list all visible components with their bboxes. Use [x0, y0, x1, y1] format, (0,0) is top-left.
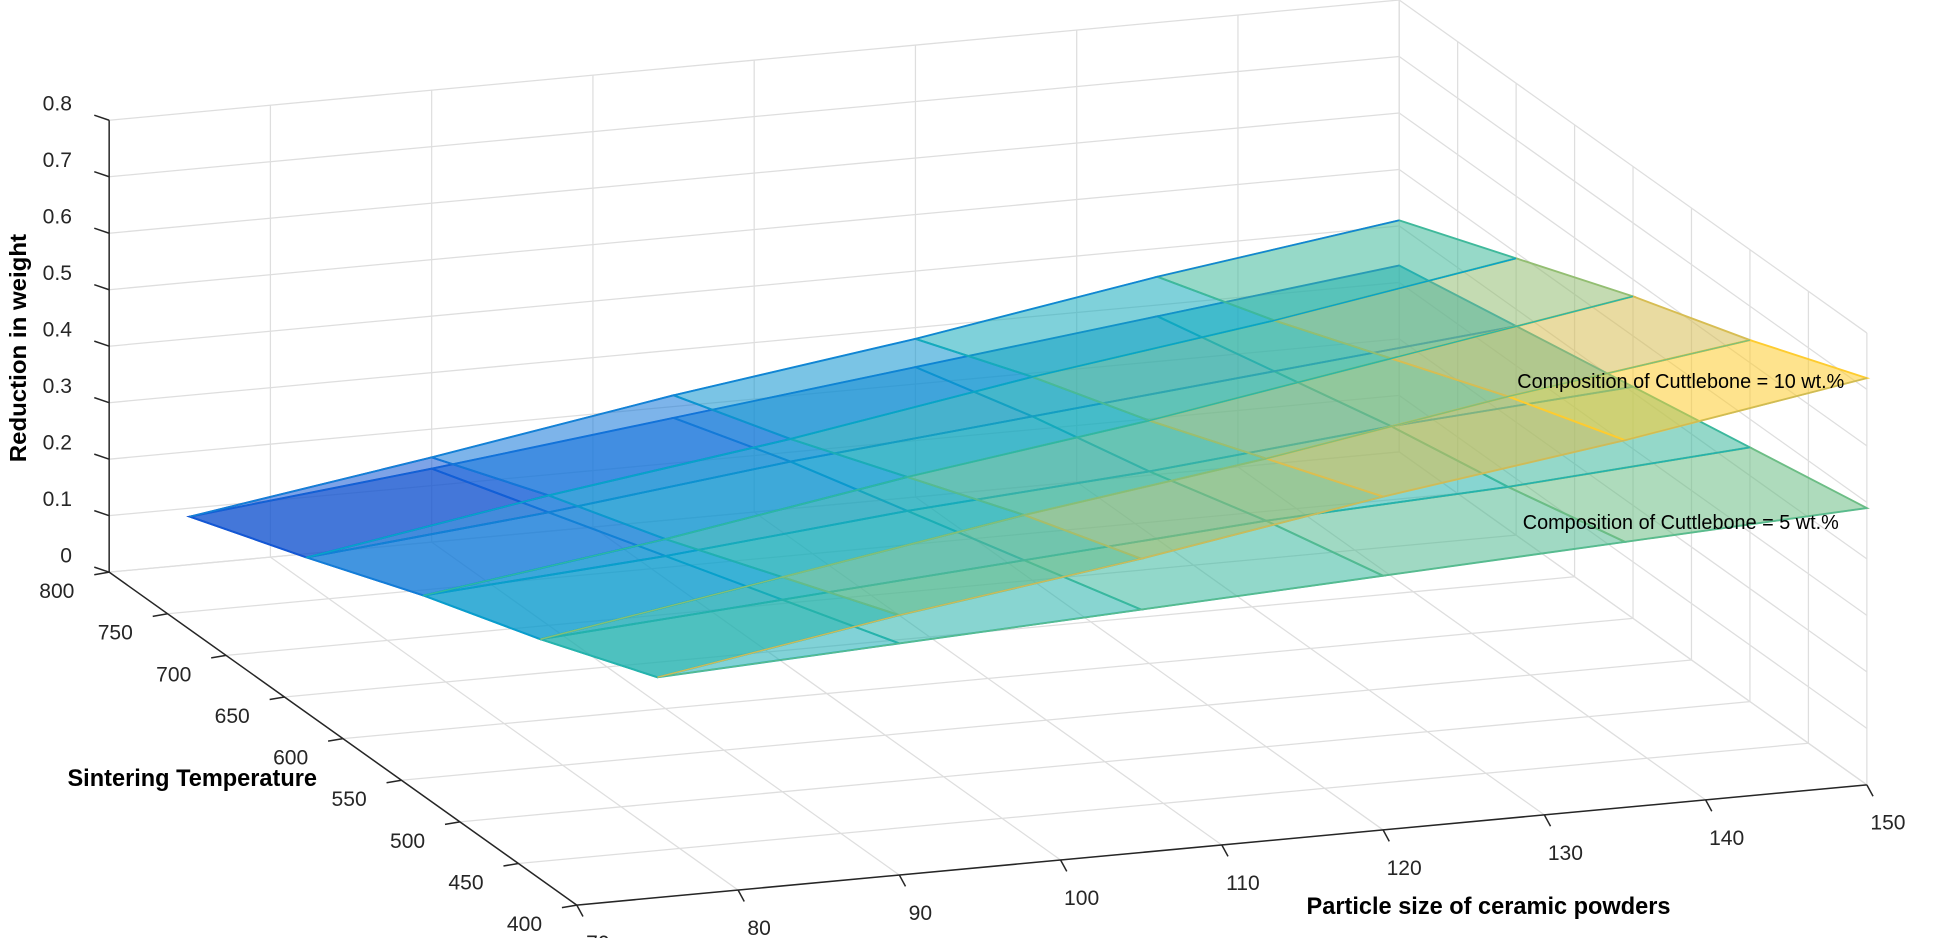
- x-tick-label: 120: [1387, 856, 1422, 880]
- z-tick-label: 0.2: [43, 430, 72, 454]
- mesh-line: [540, 339, 1751, 640]
- z-tick-label: 0.8: [43, 92, 72, 116]
- y-axis-label: Sintering Temperature: [67, 765, 317, 792]
- grid-line: [109, 0, 1400, 121]
- z-tick-label: 0: [60, 543, 72, 567]
- y-tick: [269, 696, 285, 701]
- z-tick-label: 0.6: [43, 205, 72, 229]
- y-tick-label: 400: [507, 912, 542, 936]
- x-tick: [737, 889, 745, 902]
- z-axis-label: Reduction in weight: [5, 234, 32, 462]
- x-tick: [1059, 859, 1068, 872]
- z-tick-label: 0.7: [43, 148, 72, 172]
- y-tick-label: 500: [390, 829, 425, 853]
- mesh-line: [306, 257, 1517, 559]
- z-tick-label: 0.4: [43, 318, 72, 342]
- y-tick-label: 800: [39, 579, 74, 603]
- y-tick-label: 700: [156, 662, 191, 686]
- y-tick: [561, 904, 577, 909]
- z-tick-label: 0.3: [43, 374, 72, 398]
- surface-annotation: Composition of Cuttlebone = 5 wt.%: [1523, 512, 1839, 534]
- y-tick-label: 650: [215, 704, 250, 728]
- x-tick: [1221, 844, 1229, 857]
- z-tick-label: 0.5: [43, 261, 72, 285]
- surface-annotation: Composition of Cuttlebone = 10 wt.%: [1517, 371, 1844, 393]
- grid-line: [109, 112, 1400, 234]
- grid-line: [1398, 0, 1868, 334]
- x-tick: [1543, 814, 1552, 827]
- x-tick-label: 90: [909, 901, 933, 925]
- grid-line: [109, 55, 1400, 178]
- z-tick-label: 0.1: [43, 487, 72, 511]
- y-tick: [211, 654, 227, 659]
- x-axis-label: Particle size of ceramic powders: [1307, 893, 1671, 920]
- grid-line: [1398, 55, 1868, 390]
- grid-line: [109, 168, 1400, 291]
- y-tick-label: 600: [273, 745, 308, 769]
- grid-line: [342, 617, 1634, 740]
- x-tick-label: 80: [747, 916, 771, 938]
- y-tick-label: 750: [98, 621, 133, 645]
- z-tick: [94, 509, 110, 517]
- x-tick-label: 130: [1548, 841, 1583, 865]
- z-tick: [94, 566, 110, 573]
- y-tick: [386, 779, 402, 784]
- z-tick: [94, 114, 110, 121]
- x-tick: [1382, 829, 1390, 842]
- x-tick: [1866, 784, 1874, 797]
- z-tick: [94, 453, 110, 460]
- y-tick: [152, 613, 168, 618]
- x-tick-label: 110: [1226, 871, 1260, 895]
- x-tick-label: 140: [1709, 826, 1744, 850]
- x-axis: [576, 784, 1867, 906]
- grid-line: [401, 659, 1692, 781]
- z-tick: [94, 340, 110, 347]
- grid-line: [109, 225, 1400, 347]
- x-tick: [1704, 799, 1713, 812]
- x-tick-label: 100: [1064, 886, 1099, 910]
- y-tick: [503, 862, 519, 867]
- x-tick: [576, 904, 584, 917]
- y-tick: [94, 571, 110, 576]
- y-tick-label: 450: [448, 870, 483, 894]
- z-tick: [94, 227, 110, 234]
- z-tick: [94, 283, 110, 291]
- mesh-line: [423, 295, 1634, 597]
- x-tick-label: 70: [586, 931, 610, 938]
- grid-line: [459, 700, 1750, 823]
- x-tick-label: 150: [1870, 811, 1905, 835]
- grid-line: [518, 742, 1809, 865]
- y-tick: [327, 737, 344, 742]
- z-tick: [94, 170, 110, 178]
- mesh-line: [189, 219, 1400, 518]
- z-tick: [94, 396, 110, 404]
- y-tick-label: 550: [332, 787, 367, 811]
- y-tick: [444, 821, 461, 826]
- mesh-line: [657, 377, 1868, 679]
- x-tick: [898, 874, 907, 887]
- mesh-line: [657, 507, 1867, 679]
